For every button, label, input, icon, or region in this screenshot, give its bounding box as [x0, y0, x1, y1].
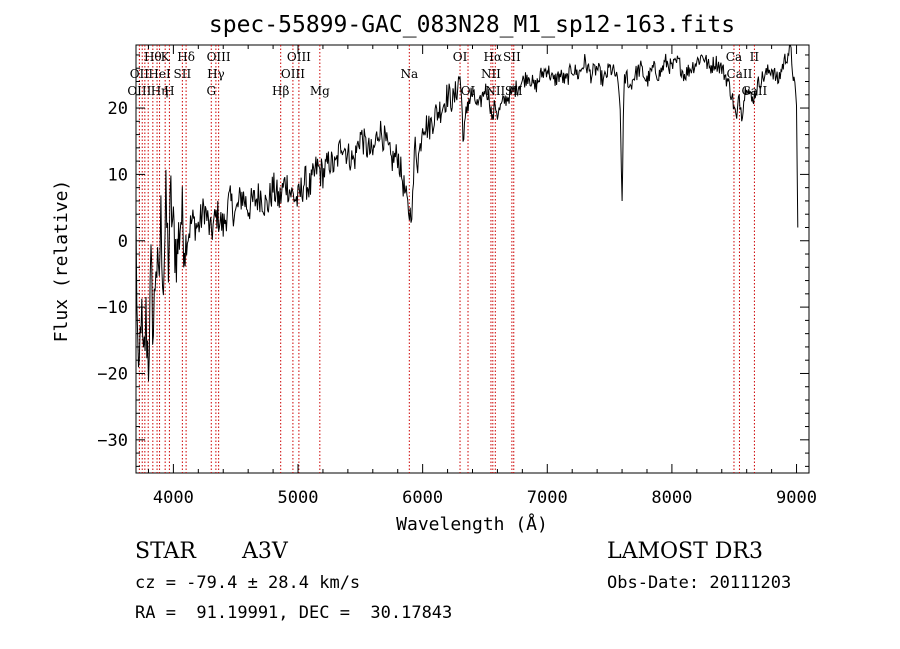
x-tick-label: 7000 — [527, 488, 568, 508]
x-tick-label: 8000 — [651, 488, 692, 508]
line-marker-label: Hγ — [207, 67, 225, 81]
line-marker-label: HeI — [148, 67, 171, 81]
line-marker-label: CaII — [727, 67, 753, 81]
line-marker-label: Hη — [151, 84, 169, 98]
y-tick-label: −10 — [97, 298, 128, 318]
x-tick-label: 9000 — [776, 488, 817, 508]
line-marker-label: OI — [461, 84, 476, 98]
line-marker-label: Hβ — [272, 84, 289, 98]
line-marker-label: OIII — [287, 50, 311, 64]
survey-name: LAMOST DR3 — [607, 539, 763, 564]
y-tick-label: 20 — [108, 99, 128, 119]
x-tick-label: 5000 — [278, 488, 319, 508]
line-marker-label: OII — [130, 67, 150, 81]
line-marker-label: Ca — [726, 50, 742, 64]
line-marker-label: OIII — [207, 50, 231, 64]
line-marker-label: II — [750, 50, 760, 64]
line-marker-label: NII — [481, 67, 501, 81]
line-marker-label: G — [206, 84, 216, 98]
y-tick-label: −20 — [97, 364, 128, 384]
line-marker-label: CaII — [741, 84, 767, 98]
chart-title: spec-55899-GAC_083N28_M1_sp12-163.fits — [209, 12, 735, 38]
line-marker-label: OIII — [281, 67, 305, 81]
line-marker-label: Hδ — [177, 50, 195, 64]
x-tick-label: 4000 — [153, 488, 194, 508]
line-marker-label: OI — [453, 50, 468, 64]
observation-date: Obs-Date: 20111203 — [607, 573, 792, 593]
spectrum-series-line — [135, 44, 799, 382]
line-marker-label: SII — [174, 67, 192, 81]
line-marker-label: Mg — [310, 84, 330, 98]
line-marker-label: SII — [503, 50, 521, 64]
y-tick-label: 10 — [108, 165, 128, 185]
line-marker-label: H — [164, 84, 174, 98]
plot-frame — [135, 44, 810, 474]
redshift-velocity: cz = -79.4 ± 28.4 km/s — [135, 573, 361, 593]
x-tick-label: 6000 — [402, 488, 443, 508]
y-tick-label: 0 — [118, 232, 128, 252]
spectral-subclass: A3V — [242, 539, 288, 564]
line-marker-label: Na — [400, 67, 418, 81]
y-tick-label: −30 — [97, 431, 128, 451]
line-marker-label: K — [161, 50, 171, 64]
object-class: STAR — [135, 539, 196, 564]
line-marker-label: Hα — [484, 50, 503, 64]
line-marker-label: SII — [505, 84, 523, 98]
line-marker-label: OIII — [127, 84, 151, 98]
coordinates: RA = 91.19991, DEC = 30.17843 — [135, 603, 453, 623]
x-axis-label: Wavelength (Å) — [396, 513, 548, 535]
y-axis-label: Flux (relative) — [51, 180, 72, 343]
line-marker-label: Hθ — [144, 50, 162, 64]
line-marker-label: NII — [485, 84, 505, 98]
